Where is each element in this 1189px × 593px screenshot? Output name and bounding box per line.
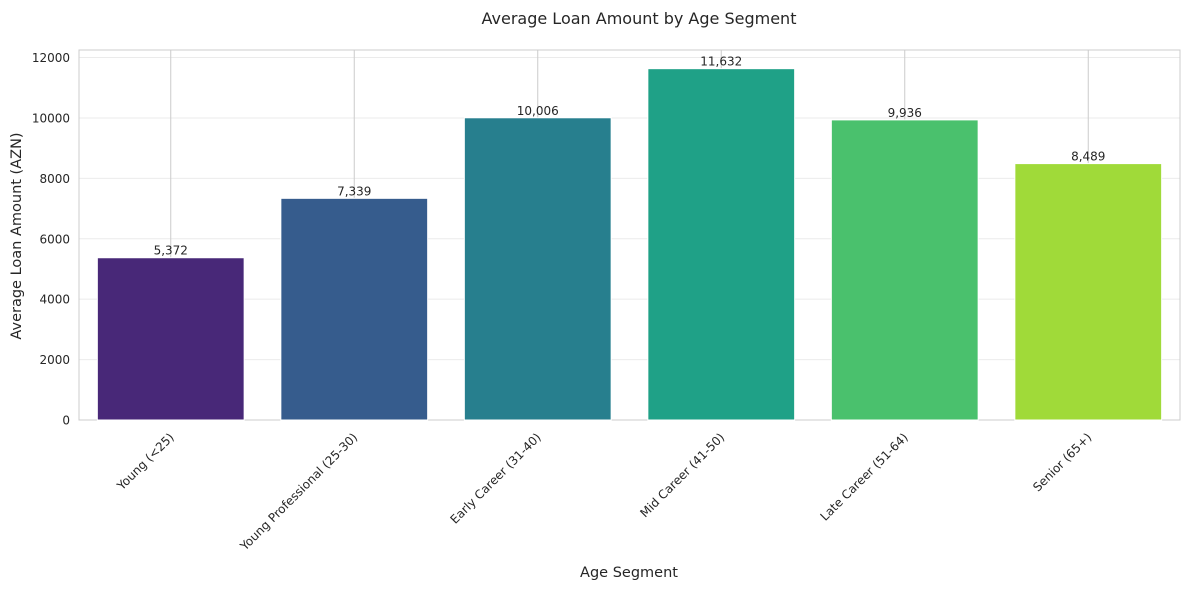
bar-value-label: 11,632 [700, 55, 742, 69]
value-label-layer: 5,372 7,339 10,006 11,632 9,936 8,489 [154, 55, 1106, 258]
chart-title: Average Loan Amount by Age Segment [482, 9, 797, 28]
y-tick-label: 4000 [39, 293, 70, 307]
bar-layer [96, 68, 1163, 421]
bar-value-label: 5,372 [154, 244, 188, 258]
plot-frame [78, 49, 1181, 421]
y-axis-label: Average Loan Amount (AZN) [9, 132, 25, 339]
bar [1014, 163, 1163, 421]
y-tick-label: 0 [62, 414, 70, 428]
y-tick-label: 8000 [39, 172, 70, 186]
bar-value-label: 8,489 [1071, 150, 1105, 164]
y-tick-label: 2000 [39, 353, 70, 367]
bar [647, 68, 796, 421]
y-tick-label: 10000 [32, 111, 70, 125]
y-tick-label: 6000 [39, 232, 70, 246]
bar [830, 119, 979, 421]
y-axis-ticks: 0 2000 4000 6000 8000 10000 12000 [32, 51, 70, 427]
bar-value-label: 9,936 [888, 106, 922, 120]
bar-value-label: 10,006 [517, 104, 559, 118]
y-tick-label: 12000 [32, 51, 70, 65]
bar [96, 257, 245, 421]
bar-value-label: 7,339 [337, 184, 371, 198]
bar [280, 197, 429, 421]
bar [463, 117, 612, 421]
x-axis-label: Age Segment [580, 565, 678, 581]
